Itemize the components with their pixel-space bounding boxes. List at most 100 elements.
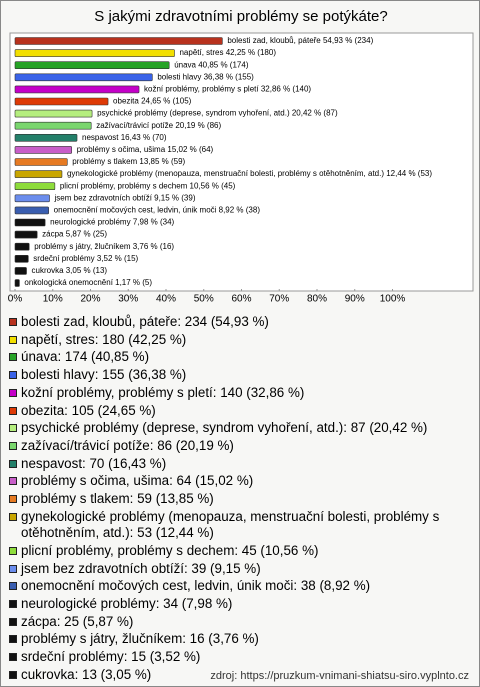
legend-item: bolesti hlavy: 155 (36,38 %) (9, 367, 471, 383)
bar-label: onemocnění močových cest, ledvin, únik m… (54, 206, 261, 215)
legend-label: únava: 174 (40,85 %) (21, 349, 150, 365)
legend-label: napětí, stres: 180 (42,25 %) (21, 331, 187, 347)
legend-swatch (9, 546, 17, 555)
bar-label: cukrovka 3,05 % (13) (32, 266, 108, 275)
chart-title: S jakými zdravotními problémy se potýkát… (94, 8, 387, 25)
bar-label: gynekologické problémy (menopauza, menst… (67, 169, 432, 178)
bar (14, 134, 78, 142)
bar-label: problémy s očima, ušima 15,02 % (64) (77, 145, 214, 154)
legend-swatch (9, 371, 17, 380)
legend-label: nespavost: 70 (16,43 %) (21, 455, 167, 471)
legend-label: onemocnění močových cest, ledvin, únik m… (21, 578, 371, 594)
legend-item: bolesti zad, kloubů, páteře: 234 (54,93 … (9, 314, 471, 330)
bar (14, 121, 92, 130)
legend-swatch (9, 564, 17, 573)
x-tick-label: 90% (345, 294, 365, 305)
bar (14, 230, 38, 239)
bar (14, 170, 63, 178)
legend-swatch (9, 424, 17, 433)
bar-label: nespavost 16,43 % (70) (82, 133, 167, 142)
x-tick-label: 70% (269, 294, 289, 305)
legend-label: problémy s játry, žlučníkem: 16 (3,76 %) (21, 631, 259, 647)
bar (14, 37, 223, 45)
legend-label: jsem bez zdravotních obtíží: 39 (9,15 %) (21, 560, 261, 576)
legend-swatch (9, 512, 17, 521)
legend-item: obezita: 105 (24,65 %) (9, 403, 471, 419)
bar (14, 85, 140, 94)
x-tick-label: 80% (307, 294, 327, 305)
legend-swatch (9, 495, 17, 504)
legend-label: zácpa: 25 (5,87 %) (21, 613, 134, 629)
legend-item: jsem bez zdravotních obtíží: 39 (9,15 %) (9, 561, 471, 577)
legend-label: zažívací/trávicí potíže: 86 (20,19 %) (21, 437, 234, 453)
legend-swatch (9, 635, 17, 644)
legend-label: neurologické problémy: 34 (7,98 %) (21, 595, 233, 611)
legend-item: zažívací/trávicí potíže: 86 (20,19 %) (9, 438, 471, 454)
source: zdroj: https://pruzkum-vnimani-shiatsu-s… (210, 670, 469, 682)
legend-swatch (9, 441, 17, 450)
bar (14, 73, 153, 82)
bar (14, 61, 170, 70)
bar (14, 97, 109, 106)
legend-swatch (9, 459, 17, 468)
bar (14, 49, 175, 57)
x-tick-label: 50% (194, 294, 214, 305)
x-tick-label: 0% (8, 294, 23, 305)
bar-label: obezita 24,65 % (105) (113, 97, 192, 106)
legend-label: plicní problémy, problémy s dechem: 45 (… (21, 542, 319, 558)
bar (14, 267, 27, 275)
x-tick-label: 30% (118, 294, 138, 305)
bar (14, 206, 49, 215)
bar (14, 255, 29, 263)
bar-label: srdeční problémy 3,52 % (15) (33, 254, 138, 263)
legend-item: nespavost: 70 (16,43 %) (9, 456, 471, 472)
bar-label: bolesti hlavy 36,38 % (155) (157, 72, 254, 81)
legend-label: cukrovka: 13 (3,05 %) (21, 666, 152, 682)
bar (14, 158, 68, 166)
legend-swatch (9, 477, 17, 486)
bar-label: únava 40,85 % (174) (174, 60, 249, 69)
legend-label: psychické problémy (deprese, syndrom vyh… (21, 420, 428, 436)
bar-label: bolesti zad, kloubů, páteře 54,93 % (234… (227, 36, 373, 45)
legend-item: problémy s játry, žlučníkem: 16 (3,76 %) (9, 631, 471, 647)
legend-item: onemocnění močových cest, ledvin, únik m… (9, 578, 471, 594)
bar-label: problémy s tlakem 13,85 % (59) (72, 157, 185, 166)
x-tick-label: 10% (43, 294, 63, 305)
x-tick-label: 60% (231, 294, 251, 305)
legend-label: kožní problémy, problémy s pletí: 140 (3… (21, 384, 305, 400)
bar-label: kožní problémy, problémy s pletí 32,86 %… (144, 85, 311, 94)
bar (14, 182, 56, 190)
bar (14, 109, 93, 118)
legend-label: gynekologické problémy (menopauza, menst… (21, 508, 440, 541)
bar (14, 146, 73, 154)
legend: bolesti zad, kloubů, páteře: 234 (54,93 … (9, 314, 471, 686)
legend-swatch (9, 335, 17, 344)
legend-item: problémy s tlakem: 59 (13,85 %) (9, 491, 471, 507)
bar-label: jsem bez zdravotních obtíží 9,15 % (39) (54, 193, 196, 202)
legend-item: únava: 174 (40,85 %) (9, 349, 471, 365)
legend-label: bolesti hlavy: 155 (36,38 %) (21, 367, 187, 383)
x-tick-label: 100% (380, 294, 406, 305)
legend-item: onkologická onemocnění: 5 (1,17 %) (9, 684, 471, 686)
bar (14, 194, 50, 203)
legend-swatch (9, 353, 17, 362)
legend-label: onkologická onemocnění: 5 (1,17 %) (21, 684, 238, 686)
legend-swatch (9, 653, 17, 662)
bar (14, 242, 30, 251)
legend-swatch (9, 406, 17, 415)
legend-swatch (9, 670, 17, 679)
bar-label: psychické problémy (deprese, syndrom vyh… (97, 109, 338, 118)
bar-label: plicní problémy, problémy s dechem 10,56… (60, 181, 236, 190)
bar (14, 279, 20, 287)
legend-item: psychické problémy (deprese, syndrom vyh… (9, 420, 471, 436)
bar (14, 218, 46, 227)
legend-swatch (9, 582, 17, 591)
x-tick-label: 20% (80, 294, 100, 305)
bar-label: zažívací/trávicí potíže 20,19 % (86) (96, 121, 221, 130)
legend-swatch (9, 617, 17, 626)
legend-label: obezita: 105 (24,65 %) (21, 402, 156, 418)
bar-label: napětí, stres 42,25 % (180) (179, 48, 276, 57)
legend-label: srdeční problémy: 15 (3,52 %) (21, 649, 201, 665)
legend-label: problémy s očima, ušima: 64 (15,02 %) (21, 473, 254, 489)
